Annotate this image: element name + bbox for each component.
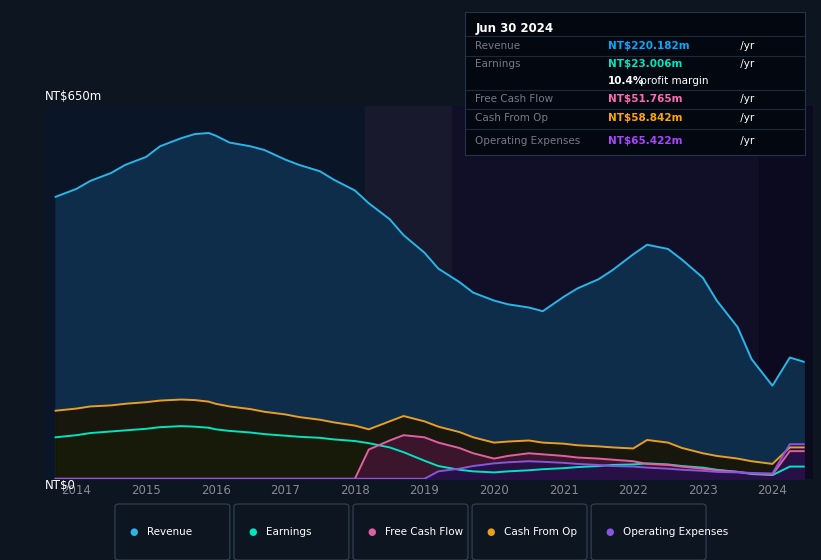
Bar — [759, 106, 814, 479]
Text: /yr: /yr — [737, 94, 754, 104]
Text: 10.4%: 10.4% — [608, 76, 644, 86]
Text: NT$220.182m: NT$220.182m — [608, 41, 690, 50]
Text: Free Cash Flow: Free Cash Flow — [475, 94, 553, 104]
Text: Revenue: Revenue — [147, 527, 192, 537]
Text: NT$650m: NT$650m — [45, 90, 103, 102]
Text: /yr: /yr — [737, 113, 754, 123]
Text: Earnings: Earnings — [475, 59, 521, 69]
Text: NT$58.842m: NT$58.842m — [608, 113, 682, 123]
Text: NT$65.422m: NT$65.422m — [608, 136, 682, 146]
Text: ●: ● — [487, 527, 495, 537]
Bar — [365, 106, 452, 479]
Text: profit margin: profit margin — [637, 76, 709, 86]
Text: Operating Expenses: Operating Expenses — [475, 136, 580, 146]
Text: Revenue: Revenue — [475, 41, 521, 50]
Text: NT$51.765m: NT$51.765m — [608, 94, 682, 104]
Text: Earnings: Earnings — [266, 527, 311, 537]
Text: ●: ● — [249, 527, 257, 537]
Text: /yr: /yr — [737, 41, 754, 50]
Text: /yr: /yr — [737, 59, 754, 69]
Text: Cash From Op: Cash From Op — [504, 527, 577, 537]
Text: ●: ● — [130, 527, 138, 537]
Bar — [452, 106, 814, 479]
Text: ●: ● — [368, 527, 376, 537]
Text: Operating Expenses: Operating Expenses — [623, 527, 728, 537]
Text: Jun 30 2024: Jun 30 2024 — [475, 22, 553, 35]
Text: Free Cash Flow: Free Cash Flow — [385, 527, 463, 537]
Text: /yr: /yr — [737, 136, 754, 146]
Text: ●: ● — [606, 527, 614, 537]
Text: NT$0: NT$0 — [45, 479, 76, 492]
Text: Cash From Op: Cash From Op — [475, 113, 548, 123]
Text: NT$23.006m: NT$23.006m — [608, 59, 682, 69]
